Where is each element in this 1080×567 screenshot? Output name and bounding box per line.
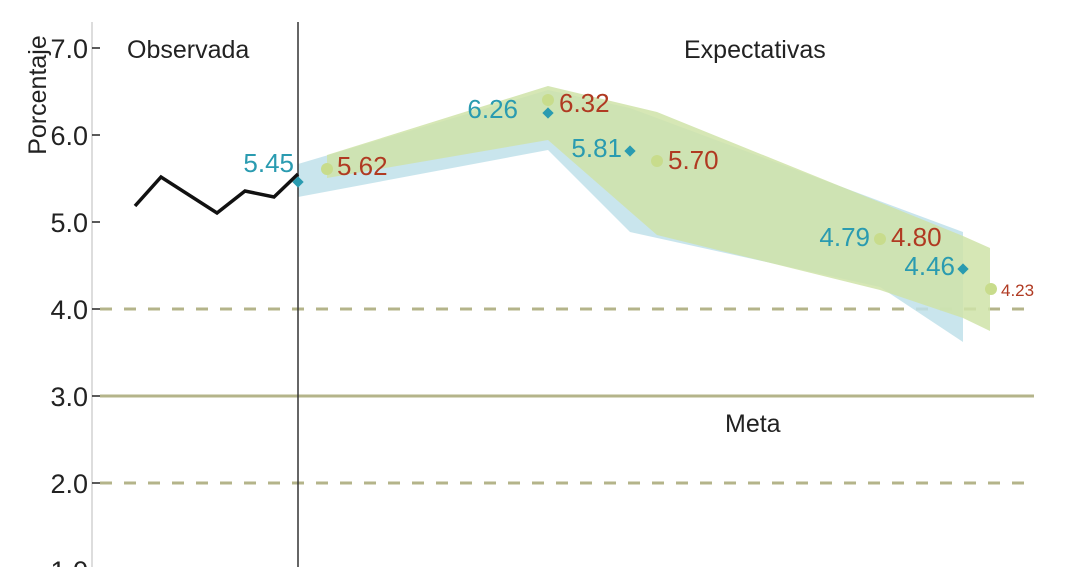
green-dot: [874, 233, 886, 245]
teal-label: 5.81: [571, 133, 622, 163]
y-ticks: [92, 47, 100, 484]
red-label: 4.23: [1001, 281, 1034, 300]
teal-diamond: [624, 145, 636, 157]
tick-7: 7.0: [50, 34, 88, 64]
green-band: [327, 86, 990, 331]
red-label: 5.62: [337, 151, 388, 181]
teal-label: 6.26: [467, 94, 518, 124]
red-label: 4.80: [891, 222, 942, 252]
green-dot: [985, 283, 997, 295]
observed-line: [133, 172, 300, 216]
teal-label: 4.79: [819, 222, 870, 252]
green-markers: [321, 94, 997, 295]
tick-4: 4.0: [50, 295, 88, 325]
teal-diamond: [292, 176, 304, 188]
tick-1: 1.0: [50, 556, 88, 567]
green-dot: [651, 155, 663, 167]
teal-labels: 5.45 6.26 5.81 4.79 4.46: [243, 94, 955, 281]
y-tick-labels: 7.0 6.0 5.0 4.0 3.0 2.0 1.0: [50, 34, 88, 567]
teal-diamond: [957, 263, 969, 275]
red-label: 5.70: [668, 145, 719, 175]
observed-section-label: Observada: [127, 36, 249, 64]
target-label: Meta: [725, 410, 781, 438]
green-dot: [542, 94, 554, 106]
tick-3: 3.0: [50, 382, 88, 412]
teal-label: 4.46: [904, 251, 955, 281]
y-axis-title: Porcentaje: [24, 35, 52, 155]
tick-2: 2.0: [50, 469, 88, 499]
red-labels: 5.62 6.32 5.70 4.80 4.23: [337, 88, 1034, 300]
green-dot: [321, 163, 333, 175]
tick-5: 5.0: [50, 208, 88, 238]
teal-label: 5.45: [243, 148, 294, 178]
red-label: 6.32: [559, 88, 610, 118]
tick-6: 6.0: [50, 121, 88, 151]
expectations-section-label: Expectativas: [684, 36, 826, 64]
